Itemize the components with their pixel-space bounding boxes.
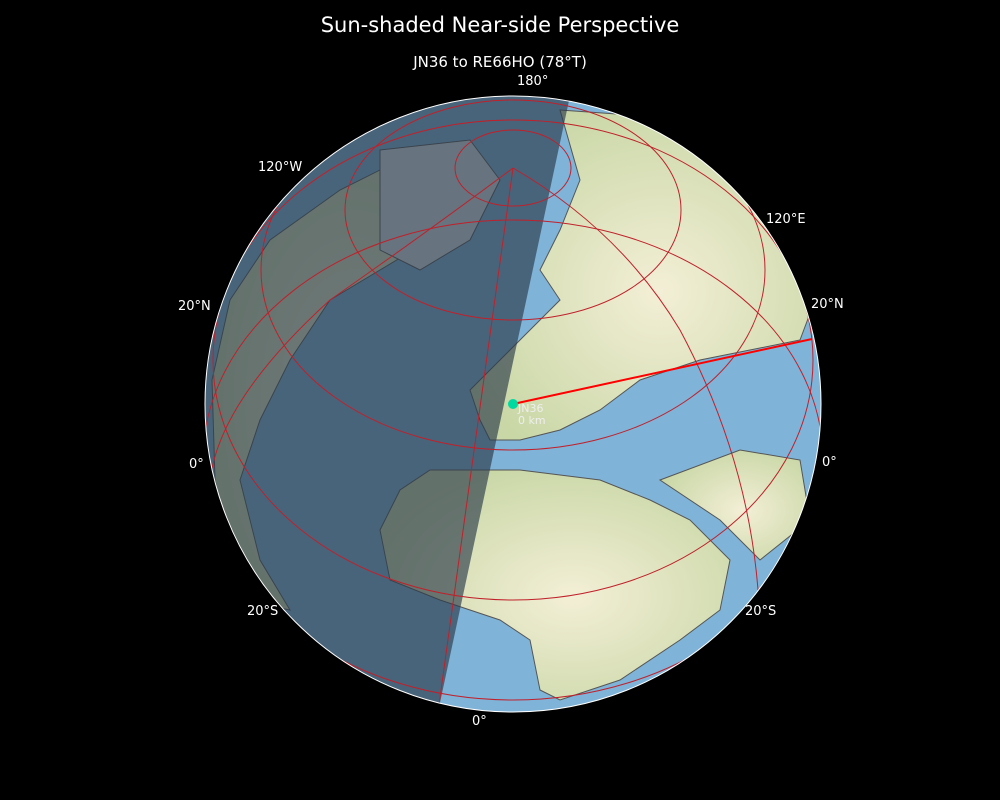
label-180: 180° — [517, 74, 549, 89]
label-0-left: 0° — [189, 457, 204, 472]
graticule — [205, 96, 821, 712]
label-20s-left: 20°S — [247, 604, 279, 619]
label-120w: 120°W — [258, 160, 303, 175]
label-0-bottom: 0° — [472, 714, 487, 729]
marker-label: JN36 — [517, 402, 543, 415]
label-120e: 120°E — [766, 212, 806, 227]
label-20s-right: 20°S — [745, 604, 777, 619]
label-20n-right: 20°N — [811, 297, 844, 312]
label-0-right: 0° — [822, 455, 837, 470]
map-subtitle: JN36 to RE66HO (78°T) — [413, 53, 587, 71]
night-shade — [205, 96, 570, 712]
origin-marker — [508, 399, 518, 409]
globe-outline — [204, 95, 822, 713]
great-circle-path — [512, 338, 813, 405]
marker-distance: 0 km — [518, 414, 546, 427]
label-20n-left: 20°N — [178, 299, 211, 314]
map-title: Sun-shaded Near-side Perspective — [320, 13, 680, 37]
